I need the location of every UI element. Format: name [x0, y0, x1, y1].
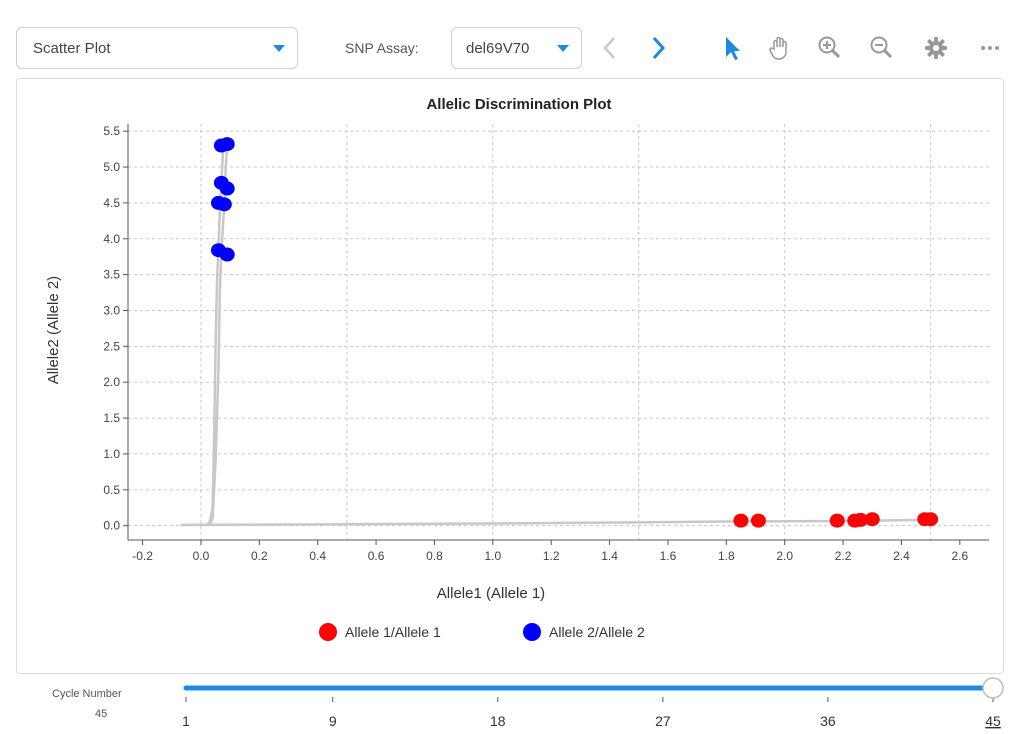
legend-marker-allele2	[523, 623, 541, 641]
data-point-allele1[interactable]	[923, 512, 939, 527]
y-tick-label: 2.0	[103, 375, 120, 389]
x-tick-label: 1.6	[660, 549, 677, 563]
slider-tick-label: 18	[490, 713, 506, 729]
amplification-trace	[180, 518, 931, 527]
y-tick-label: 2.5	[103, 339, 120, 353]
x-tick-label: 2.6	[951, 549, 968, 563]
x-tick-label: 0.4	[309, 549, 326, 563]
x-tick-label: 2.2	[835, 549, 852, 563]
cycle-number-current: 45	[95, 708, 108, 720]
legend-label-allele1: Allele 1/Allele 1	[345, 624, 441, 640]
cycle-number-slider[interactable]: 1 9 18 27 36 45	[182, 677, 1004, 729]
chevron-right-icon	[652, 36, 666, 60]
pan-hand-icon	[769, 36, 787, 60]
x-axis-label: Allele1 (Allele 1)	[437, 585, 545, 602]
chevron-down-icon	[273, 45, 285, 52]
legend-marker-allele1	[319, 623, 337, 641]
legend-label-allele2: Allele 2/Allele 2	[549, 624, 645, 640]
x-tick-label: 1.0	[484, 549, 501, 563]
data-point-allele1[interactable]	[864, 512, 880, 527]
chevron-down-icon	[557, 45, 569, 52]
y-tick-label: 5.5	[103, 124, 120, 138]
settings-button[interactable]	[918, 30, 954, 66]
y-tick-label: 1.5	[103, 411, 120, 425]
grid	[128, 124, 989, 540]
x-tick-label: 1.2	[543, 549, 560, 563]
snp-assay-value: del69V70	[466, 39, 530, 57]
slider-tick-label: 9	[329, 713, 337, 729]
legend: Allele 1/Allele 1 Allele 2/Allele 2	[319, 623, 645, 641]
data-points	[210, 137, 939, 528]
more-icon	[981, 46, 999, 50]
y-tick-label: 5.0	[103, 160, 120, 174]
select-pointer-icon	[726, 37, 740, 60]
chevron-left-icon	[603, 37, 615, 59]
previous-assay-button[interactable]	[592, 30, 628, 66]
x-tick-label: 0.8	[426, 549, 443, 563]
x-tick-label: 2.0	[776, 549, 793, 563]
y-tick-label: 4.5	[103, 196, 120, 210]
legend-item-allele1[interactable]: Allele 1/Allele 1	[319, 623, 441, 641]
data-point-allele2[interactable]	[219, 181, 235, 196]
y-tick-label: 4.0	[103, 232, 120, 246]
chart-title: Allelic Discrimination Plot	[426, 96, 611, 113]
data-point-allele1[interactable]	[829, 513, 845, 528]
data-point-allele1[interactable]	[750, 513, 766, 528]
y-tick-label: 0.5	[103, 483, 120, 497]
chart-panel	[16, 78, 1004, 674]
x-tick-label: 0.6	[368, 549, 385, 563]
y-tick-label: 1.0	[103, 447, 120, 461]
zoom-out-button[interactable]	[864, 30, 900, 66]
gear-icon	[925, 37, 947, 59]
x-tick-label: 2.4	[893, 549, 910, 563]
x-tick-label: 1.4	[601, 549, 618, 563]
data-point-allele2[interactable]	[219, 137, 235, 152]
more-options-button[interactable]	[972, 30, 1008, 66]
x-tick-label: 1.8	[718, 549, 735, 563]
snp-assay-dropdown[interactable]: del69V70	[451, 27, 582, 69]
data-point-allele1[interactable]	[853, 512, 869, 527]
x-tick-label: -0.2	[132, 549, 153, 563]
data-point-allele1[interactable]	[733, 513, 749, 528]
axes: 0.0 0.5 1.0 1.5 2.0 2.5 3.0 3.5 4.0 4.5 5.0 5.5 -0.2…	[103, 124, 989, 563]
x-tick-label: 0.2	[251, 549, 268, 563]
data-point-allele2[interactable]	[216, 197, 232, 212]
next-assay-button[interactable]	[640, 30, 676, 66]
y-tick-label: 3.0	[103, 303, 120, 317]
pan-tool-button[interactable]	[762, 30, 798, 66]
slider-tick-label: 45	[985, 713, 1001, 729]
zoom-in-icon	[818, 36, 841, 59]
amplification-traces	[180, 144, 931, 527]
slider-tick-label: 27	[655, 713, 671, 729]
toolbar: Scatter Plot SNP Assay: del69V70	[0, 0, 1012, 80]
cycle-number-label: Cycle Number	[52, 688, 122, 700]
slider-tick-label: 36	[820, 713, 836, 729]
plot-type-dropdown[interactable]: Scatter Plot	[16, 27, 298, 69]
legend-item-allele2[interactable]: Allele 2/Allele 2	[523, 623, 645, 641]
y-tick-label: 3.5	[103, 268, 120, 282]
select-tool-button[interactable]	[714, 30, 750, 66]
snp-assay-label: SNP Assay:	[345, 40, 419, 56]
zoom-in-button[interactable]	[812, 30, 848, 66]
y-axis-label: Allele2 (Allele 2)	[45, 276, 62, 384]
x-tick-label: 0.0	[193, 549, 210, 563]
plot-type-value: Scatter Plot	[33, 39, 111, 57]
slider-tick-label: 1	[182, 713, 190, 729]
data-point-allele2[interactable]	[219, 247, 235, 262]
zoom-out-icon	[870, 36, 893, 59]
amplification-trace	[205, 145, 226, 526]
y-tick-label: 0.0	[103, 519, 120, 533]
slider-handle[interactable]	[982, 677, 1004, 699]
